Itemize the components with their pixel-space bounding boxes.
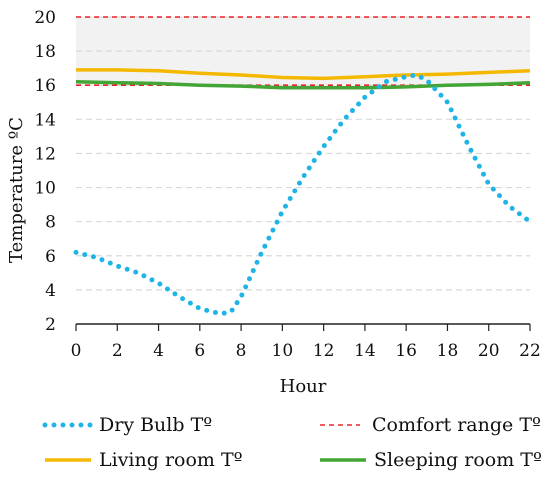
x-tick-label-14: 14 bbox=[354, 341, 376, 361]
x-tick-label-0: 0 bbox=[71, 341, 82, 361]
x-tick-label-18: 18 bbox=[437, 341, 459, 361]
legend-label-sleeping-room-t: Sleeping room Tº bbox=[374, 449, 542, 471]
x-tick-label-6: 6 bbox=[194, 341, 205, 361]
x-tick-label-10: 10 bbox=[272, 341, 294, 361]
x-tick-label-16: 16 bbox=[395, 341, 417, 361]
series-dry-bulb-t-line bbox=[73, 72, 533, 317]
y-tick-label-4: 4 bbox=[45, 281, 56, 301]
x-tick-label-20: 20 bbox=[478, 341, 500, 361]
y-tick-label-20: 20 bbox=[34, 8, 56, 28]
y-tick-label-16: 16 bbox=[34, 76, 56, 96]
legend: Dry Bulb Tº Comfort range Tº Living room T… bbox=[42, 414, 542, 471]
x-tick-label-12: 12 bbox=[313, 341, 335, 361]
y-tick-label-10: 10 bbox=[34, 179, 56, 199]
y-tick-label-12: 12 bbox=[34, 144, 56, 164]
legend-label-comfort-range-t: Comfort range Tº bbox=[372, 414, 541, 436]
y-axis-title: Temperature ºC bbox=[6, 117, 27, 263]
x-tick-label-4: 4 bbox=[153, 341, 164, 361]
series-layer bbox=[73, 16, 533, 317]
x-tick-label-8: 8 bbox=[236, 341, 247, 361]
x-tick-label-22: 22 bbox=[519, 341, 541, 361]
y-tick-label-14: 14 bbox=[34, 110, 56, 130]
series-sleeping-room-t-line bbox=[75, 80, 531, 90]
y-tick-label-6: 6 bbox=[45, 247, 56, 267]
y-tick-label-8: 8 bbox=[45, 213, 56, 233]
x-tick-label-2: 2 bbox=[112, 341, 123, 361]
legend-label-living-room-t: Living room Tº bbox=[99, 449, 243, 471]
x-axis-title: Hour bbox=[280, 376, 327, 397]
y-tick-label-18: 18 bbox=[34, 42, 56, 62]
y-tick-label-2: 2 bbox=[45, 315, 56, 335]
series-living-room-t-line bbox=[76, 68, 531, 81]
legend-label-dry-bulb-t: Dry Bulb Tº bbox=[99, 414, 212, 436]
